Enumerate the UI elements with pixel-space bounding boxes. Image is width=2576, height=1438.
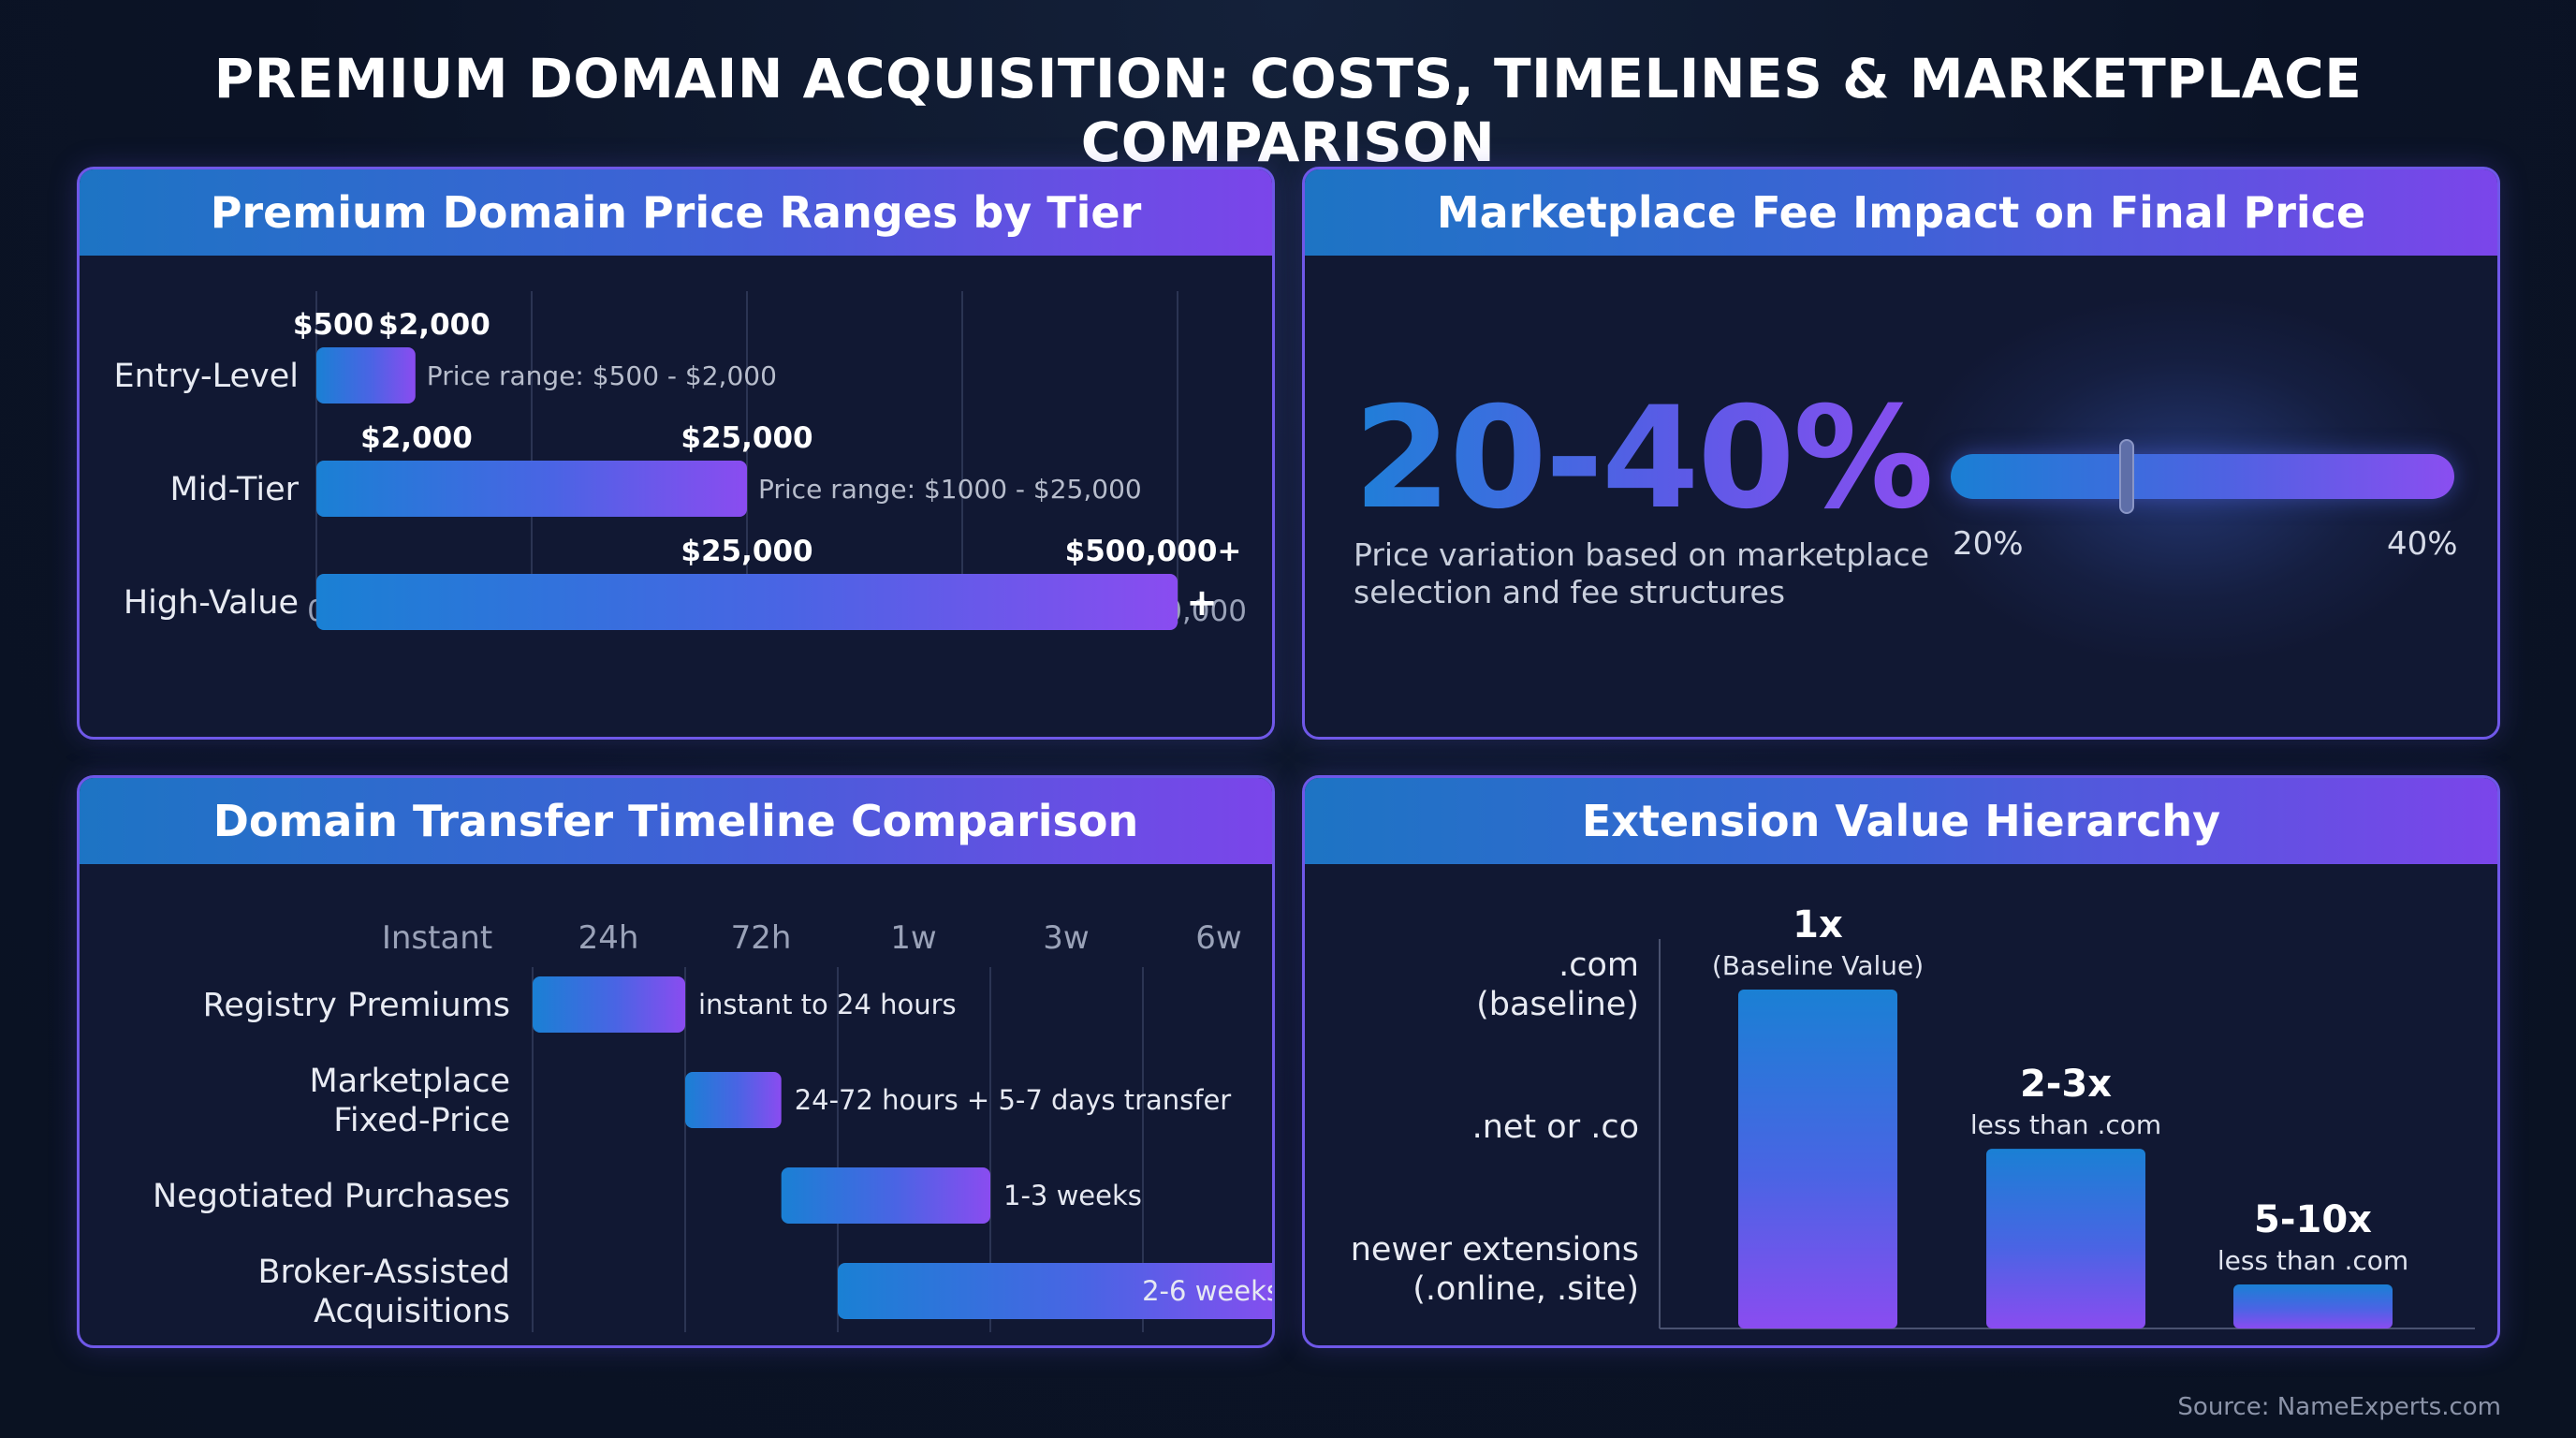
extension-value-bar xyxy=(1738,990,1897,1328)
extension-value-bar xyxy=(2233,1284,2393,1328)
timeline-chart: Instant 24h 72h 1w 3w 6w Registry Premiums inst… xyxy=(153,919,1275,1332)
timeline-row-label: Marketplace xyxy=(310,1063,510,1100)
timeline-bar xyxy=(533,976,685,1033)
price-range-bar xyxy=(316,574,1178,630)
timeline-panel: Domain Transfer Timeline Comparison Inst… xyxy=(77,775,1275,1348)
timeline-bar-annotation: 2-6 weeks xyxy=(1142,1275,1275,1307)
timeline-x-tick-label: 6w xyxy=(1195,919,1241,957)
price-range-end-label: $2,000 xyxy=(378,308,490,342)
price-tier-label: High-Value xyxy=(124,584,299,622)
timeline-bar xyxy=(781,1167,990,1224)
price-range-end-label: $25,000 xyxy=(681,421,812,455)
extension-panel: Extension Value Hierarchy .com (baseline)… xyxy=(1302,775,2500,1348)
price-range-annotation: Price range: $500 - $2,000 xyxy=(427,360,777,391)
source-credit: Source: NameExperts.com xyxy=(2177,1393,2501,1421)
extension-chart: .com(baseline) 1x (Baseline Value) .net or … xyxy=(1351,903,2475,1329)
timeline-x-tick-label: 3w xyxy=(1043,919,1089,957)
timeline-x-tick-label: 24h xyxy=(578,919,639,957)
extension-value-sublabel: less than .com xyxy=(1970,1109,2161,1140)
fee-big-value: 20-40% xyxy=(1354,377,1934,540)
price-range-annotation: Price range: $1000 - $25,000 xyxy=(758,474,1142,505)
extension-value-label: 1x xyxy=(1793,903,1843,946)
fee-description: Price variation based on marketplace sel… xyxy=(1354,536,1929,610)
extension-value-label: 5-10x xyxy=(2254,1198,2372,1241)
price-range-end-label: $500,000+ xyxy=(1065,535,1242,568)
extension-value-bar xyxy=(1986,1149,2145,1328)
timeline-bar xyxy=(685,1072,782,1128)
page-title: PREMIUM DOMAIN ACQUISITION: COSTS, TIMEL… xyxy=(213,47,2363,174)
price-range-start-label: $25,000 xyxy=(681,535,812,568)
price-ranges-panel: Premium Domain Price Ranges by Tier 0$1,… xyxy=(77,167,1275,740)
timeline-x-tick-label: 72h xyxy=(731,919,792,957)
timeline-row-label: Registry Premiums xyxy=(203,987,510,1024)
fee-impact-body: 20-40% Price variation based on marketpl… xyxy=(1305,256,2497,737)
extension-value-label: 2-3x xyxy=(2020,1063,2112,1106)
extension-category-label: newer extensions xyxy=(1351,1231,1639,1269)
timeline-panel-title: Domain Transfer Timeline Comparison xyxy=(80,778,1272,864)
timeline-bar-annotation: 24-72 hours + 5-7 days transfer xyxy=(795,1084,1232,1116)
extension-value-sublabel: (Baseline Value) xyxy=(1712,950,1924,981)
price-tier-label: Entry-Level xyxy=(113,358,299,395)
fee-impact-panel: Marketplace Fee Impact on Final Price 20… xyxy=(1302,167,2500,740)
timeline-bar-annotation: 1-3 weeks xyxy=(1003,1180,1142,1211)
price-range-bar xyxy=(316,461,747,517)
timeline-row-label: Negotiated Purchases xyxy=(153,1178,510,1215)
price-ranges-chart: 0$1,000$25,000$50,000$500,000Entry-Level… xyxy=(113,291,1247,630)
timeline-row-label: Acquisitions xyxy=(314,1293,510,1330)
timeline-bar xyxy=(838,1263,1272,1319)
extension-category-label: .net or .co xyxy=(1472,1108,1639,1146)
extension-category-label: .com xyxy=(1559,946,1639,984)
timeline-bar-annotation: instant to 24 hours xyxy=(698,989,957,1020)
price-ranges-panel-title: Premium Domain Price Ranges by Tier xyxy=(80,169,1272,256)
timeline-x-tick-label: 1w xyxy=(890,919,936,957)
timeline-row-label: Fixed-Price xyxy=(333,1102,510,1139)
extension-category-label: (baseline) xyxy=(1476,986,1639,1023)
extension-value-sublabel: less than .com xyxy=(2217,1245,2408,1276)
fee-slider-max-label: 40% xyxy=(2387,525,2458,563)
extension-panel-title: Extension Value Hierarchy xyxy=(1305,778,2497,864)
fee-slider-min-label: 20% xyxy=(1953,525,2024,563)
fee-range-slider-marker xyxy=(2119,439,2135,514)
price-plus-mark: + xyxy=(1186,581,1218,624)
price-tier-label: Mid-Tier xyxy=(169,471,299,508)
fee-range-slider-track xyxy=(1951,454,2454,499)
extension-category-label: (.online, .site) xyxy=(1412,1270,1639,1308)
price-range-bar xyxy=(316,347,416,404)
fee-impact-panel-title: Marketplace Fee Impact on Final Price xyxy=(1305,169,2497,256)
timeline-row-label: Broker-Assisted xyxy=(258,1254,510,1291)
price-range-start-label: $2,000 xyxy=(360,421,473,455)
price-range-start-label: $500 xyxy=(293,308,373,342)
timeline-x-tick-label: Instant xyxy=(382,919,492,957)
